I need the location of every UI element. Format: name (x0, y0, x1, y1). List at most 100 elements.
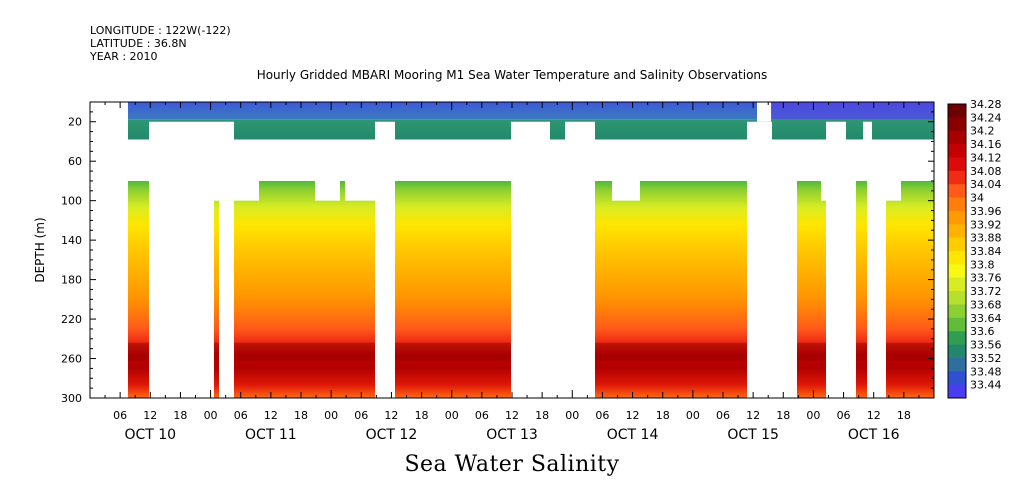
y-tick-label: 260 (61, 353, 82, 366)
x-hour-label: 18 (173, 409, 187, 422)
colorbar-label: 34.12 (970, 151, 1002, 164)
colorbar-swatch (948, 170, 966, 185)
colorbar-label: 33.72 (970, 285, 1002, 298)
y-axis-label: DEPTH (m) (33, 217, 47, 282)
x-day-label: OCT 12 (366, 427, 418, 443)
x-hour-label: 12 (264, 409, 278, 422)
colorbar-label: 34.08 (970, 165, 1002, 178)
gap-2 (149, 121, 214, 398)
x-hour-label: 06 (113, 409, 127, 422)
x-axis: 06 12 18 00 06 12 18 00 06 12 18 00 06 12 18 00 06 12 18 00… (89, 102, 935, 443)
x-hour-label: 12 (143, 409, 157, 422)
colorbar-swatch (948, 277, 966, 292)
data-gaps (90, 102, 934, 398)
chart-title: Hourly Gridded MBARI Mooring M1 Sea Wate… (256, 68, 768, 82)
y-axis: 20 60 100 140 180 220 260 300 (61, 111, 934, 405)
gap-16 (747, 180, 797, 398)
gap-6 (219, 180, 234, 201)
colorbar-swatch (948, 117, 966, 132)
colorbar-label: 33.68 (970, 298, 1002, 311)
colorbar-swatch (948, 157, 966, 172)
x-day-label: OCT 10 (124, 427, 176, 443)
x-day-label: OCT 16 (848, 427, 900, 443)
colorbar-swatch (948, 197, 966, 212)
x-hour-label: 18 (897, 409, 911, 422)
y-tick-label: 220 (61, 313, 82, 326)
colorbar-label: 33.44 (970, 379, 1002, 392)
colorbar-swatch (948, 104, 966, 118)
gap-24 (886, 180, 901, 201)
y-tick-label: 100 (61, 195, 82, 208)
x-hour-label: 00 (565, 409, 579, 422)
x-hour-label: 12 (384, 409, 398, 422)
colorbar-swatch (948, 224, 966, 239)
gap-12 (511, 121, 550, 398)
x-hour-label: 00 (686, 409, 700, 422)
surface-low-salinity-patch (772, 102, 934, 120)
colorbar-label: 34.16 (970, 138, 1002, 151)
x-hour-label: 06 (475, 409, 489, 422)
colorbar-label: 33.88 (970, 232, 1002, 245)
colorbar-label: 34.28 (970, 98, 1002, 111)
x-hour-label: 18 (535, 409, 549, 422)
gap-14 (565, 121, 595, 398)
colorbar-swatch (948, 317, 966, 332)
y-tick-label: 180 (61, 274, 82, 287)
colorbar-label: 33.52 (970, 352, 1002, 365)
colorbar-swatch (948, 291, 966, 305)
colorbar-swatch (948, 357, 966, 372)
x-hour-label: 18 (294, 409, 308, 422)
gap-7 (220, 200, 234, 398)
colorbar-label: 34 (970, 192, 984, 205)
colorbar-swatch (948, 344, 966, 359)
colorbar-swatch (948, 331, 966, 346)
gap-9 (315, 180, 340, 201)
gap-25 (821, 180, 826, 201)
colorbar-swatch (948, 237, 966, 252)
colorbar-label: 34.04 (970, 178, 1002, 191)
x-hour-label: 00 (204, 409, 218, 422)
colorbar-label: 33.92 (970, 218, 1002, 231)
gap-18 (747, 121, 772, 140)
y-tick-label: 60 (68, 155, 82, 168)
x-day-label: OCT 11 (245, 427, 297, 443)
latitude-label: LATITUDE : 36.8N (90, 37, 187, 50)
colorbar-label: 34.24 (970, 111, 1002, 124)
colorbar-label: 33.64 (970, 312, 1002, 325)
x-hour-label: 12 (867, 409, 881, 422)
colorbar-swatch (948, 210, 966, 225)
x-hour-label: 12 (746, 409, 760, 422)
gap-19 (826, 121, 846, 140)
y-tick-label: 20 (68, 116, 82, 129)
x-hour-label: 06 (716, 409, 730, 422)
longitude-label: LONGITUDE : 122W(-122) (90, 24, 231, 37)
gap-11 (375, 121, 395, 398)
x-hour-label: 00 (806, 409, 820, 422)
gap-15 (612, 180, 640, 201)
gap-21 (863, 121, 872, 140)
x-hour-label: 12 (505, 409, 519, 422)
x-hour-label: 12 (626, 409, 640, 422)
x-hour-label: 00 (445, 409, 459, 422)
colorbar-swatch (948, 384, 966, 399)
gap-4 (219, 121, 220, 398)
x-hour-label: 06 (837, 409, 851, 422)
gap-8 (234, 180, 259, 201)
colorbar-swatch (948, 304, 966, 319)
gap-20 (826, 180, 856, 398)
x-hour-label: 06 (234, 409, 248, 422)
y-tick-label: 300 (61, 392, 82, 405)
x-day-label: OCT 15 (727, 427, 779, 443)
colorbar-label: 34.2 (970, 125, 995, 138)
gap-10 (345, 180, 375, 201)
colorbar-label: 33.48 (970, 365, 1002, 378)
colorbar-label: 33.84 (970, 245, 1002, 258)
colorbar-label: 33.56 (970, 339, 1002, 352)
y-tick-label: 140 (61, 234, 82, 247)
x-day-label: OCT 14 (607, 427, 659, 443)
x-hour-label: 18 (656, 409, 670, 422)
layer-near-surface (128, 102, 934, 120)
chart-caption: Sea Water Salinity (404, 452, 620, 477)
x-hour-label: 18 (415, 409, 429, 422)
